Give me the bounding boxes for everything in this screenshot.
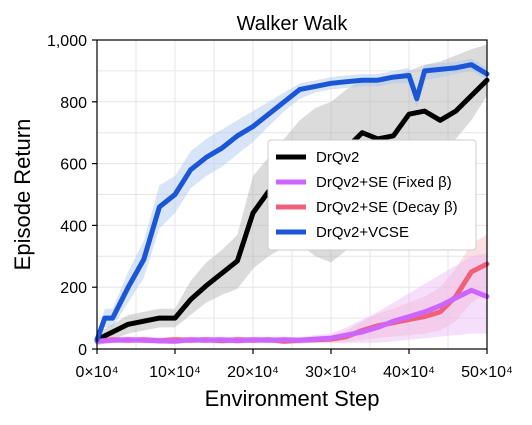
x-tick-label: 40×10⁴: [383, 364, 435, 381]
x-tick-label: 10×10⁴: [149, 364, 201, 381]
x-axis-label: Environment Step: [205, 386, 380, 411]
legend-box: [267, 139, 477, 251]
band-drqv2-se-decay-: [97, 234, 487, 345]
y-tick-label: 200: [60, 280, 87, 297]
series-line-drqv2-se-fixed-: [94, 287, 490, 344]
x-tick-label: 30×10⁴: [305, 364, 357, 381]
y-axis-ticks: 0 200 400 600 800 1,000: [47, 33, 97, 359]
legend-label: DrQv2+VCSE: [316, 224, 409, 241]
legend-label: DrQv2+SE (Decay β): [316, 199, 458, 216]
legend-label: DrQv2+SE (Fixed β): [316, 174, 452, 191]
legend-label: DrQv2: [316, 149, 359, 166]
y-tick-label: 1,000: [47, 33, 87, 50]
series-line-drqv2-vcse: [94, 62, 490, 343]
y-tick-label: 800: [60, 95, 87, 112]
x-axis-ticks: 0×10⁴ 10×10⁴ 20×10⁴ 30×10⁴ 40×10⁴ 50×10⁴: [76, 349, 513, 381]
y-tick-label: 600: [60, 157, 87, 174]
y-axis-label: Episode Return: [10, 119, 35, 271]
plot-frame: [96, 39, 488, 350]
y-tick-label: 400: [60, 218, 87, 235]
x-tick-label: 0×10⁴: [76, 364, 119, 381]
y-tick-label: 0: [78, 342, 87, 359]
x-tick-label: 20×10⁴: [227, 364, 279, 381]
legend: DrQv2 DrQv2+SE (Fixed β) DrQv2+SE (Decay β…: [267, 139, 477, 251]
band-drqv2-vcse: [97, 58, 487, 346]
chart-title: Walker Walk: [237, 13, 349, 35]
x-tick-label: 50×10⁴: [461, 364, 513, 381]
